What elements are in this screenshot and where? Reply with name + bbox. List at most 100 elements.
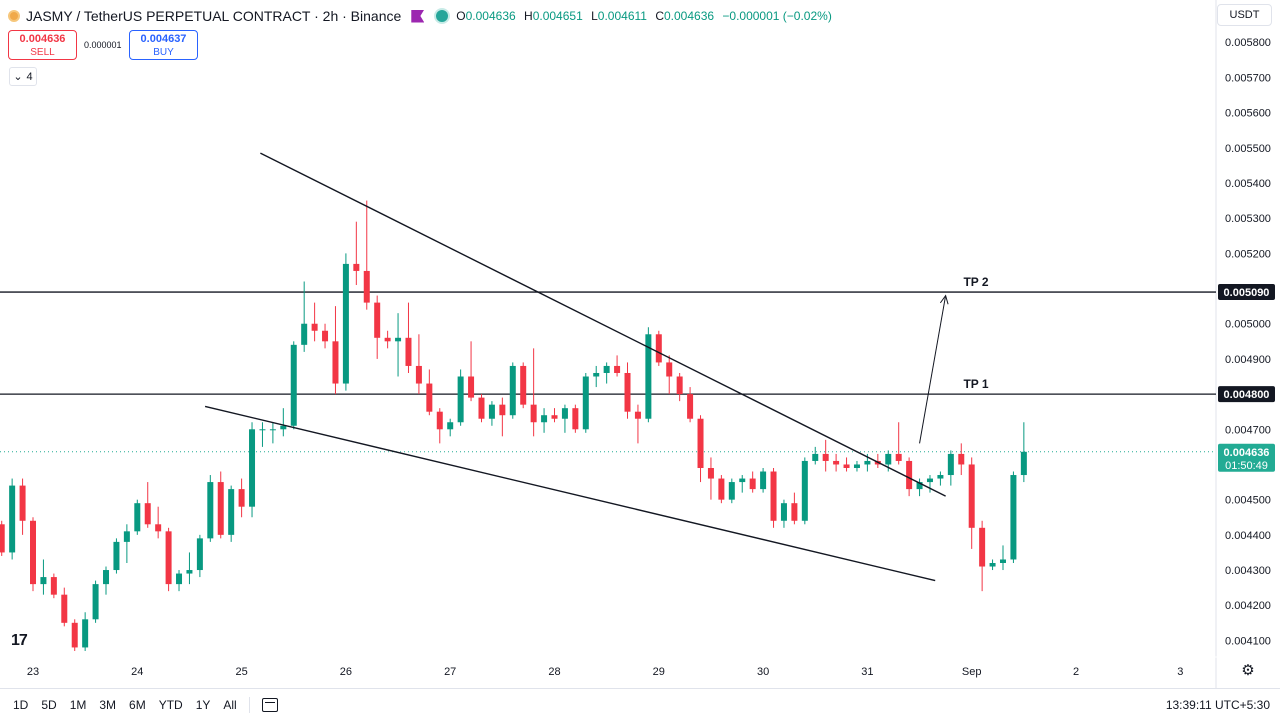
candle-body [426, 383, 433, 412]
candle-body [645, 334, 652, 419]
chevron-down-icon: ⌄ [13, 71, 23, 83]
candle-body [666, 362, 673, 377]
candle-body [395, 337, 402, 342]
range-1d-button[interactable]: 1D [13, 697, 29, 712]
candle-body [947, 453, 954, 476]
y-tick-label: 0.005600 [1225, 108, 1271, 120]
candlestick-chart[interactable]: 0.005800 0.005700 0.005600 0.005500 0.005400… [0, 0, 1280, 688]
candle-body [9, 485, 16, 553]
candle-body [926, 478, 933, 483]
ohlc-values: O0.004636 H0.004651 L0.004611 C0.004636 … [456, 9, 837, 23]
candle-body [269, 429, 276, 431]
range-1y-button[interactable]: 1Y [195, 697, 211, 712]
candle-body [634, 411, 641, 419]
candle-body [342, 263, 349, 384]
ohlc-key: O [456, 9, 466, 23]
candle-body [937, 475, 944, 479]
x-tick-label: 31 [861, 666, 873, 678]
candle-body [436, 411, 443, 430]
candle-body [687, 394, 694, 419]
candle-body [770, 471, 777, 521]
candle-body [19, 485, 26, 521]
ohlc-key: L [591, 9, 598, 23]
candle-body [238, 489, 245, 507]
range-all-button[interactable]: All [223, 697, 237, 712]
candle-body [843, 464, 850, 468]
bar-countdown-label: 01:50:49 [1225, 460, 1268, 472]
clock[interactable]: 13:39:11 UTC+5:30 [1165, 697, 1270, 712]
y-tick-label: 0.004500 [1225, 495, 1271, 507]
y-tick-label: 0.005300 [1225, 213, 1271, 225]
flag-icon[interactable] [411, 9, 425, 23]
candle-body [999, 559, 1006, 563]
candle-body [520, 365, 527, 405]
calendar-icon[interactable] [261, 697, 278, 712]
currency-button[interactable]: USDT [1217, 4, 1272, 26]
x-tick-label: 23 [27, 666, 39, 678]
candle-body [530, 404, 537, 423]
candle-body [332, 341, 339, 384]
candle-body [739, 478, 746, 483]
x-tick-label: 24 [131, 666, 143, 678]
candle-body [676, 376, 683, 395]
tp-price-tag [1218, 386, 1275, 403]
candle-body [186, 570, 193, 574]
range-1m-button[interactable]: 1M [69, 697, 87, 712]
candle-body [384, 337, 391, 342]
range-ytd-button[interactable]: YTD [158, 697, 183, 712]
ohlc-key: C [655, 9, 664, 23]
candle-body [259, 429, 266, 431]
indicators-count: 4 [26, 70, 33, 83]
candle-body [885, 453, 892, 465]
candle-body [50, 577, 57, 595]
range-3m-button[interactable]: 3M [99, 697, 117, 712]
candle-body [374, 302, 381, 338]
sell-button[interactable]: 0.004636 SELL [8, 30, 77, 60]
candle-body [812, 453, 819, 461]
ohlc-change: −0.000001 (−0.02%) [722, 9, 832, 23]
candle-body [415, 365, 422, 384]
range-5d-button[interactable]: 5D [41, 697, 57, 712]
candle-body [301, 323, 308, 345]
tp-price-tag [1218, 284, 1275, 301]
candle-body [551, 415, 558, 419]
candle-body [760, 471, 767, 490]
candle-body [144, 503, 151, 525]
candle-body [228, 489, 235, 535]
y-tick-label: 0.004200 [1225, 600, 1271, 612]
gear-icon[interactable]: ⚙ [1241, 662, 1255, 679]
indicators-toggle-button[interactable]: ⌄ 4 [9, 67, 37, 86]
candle-body [113, 541, 120, 571]
candle-body [280, 425, 287, 430]
candle-body [311, 323, 318, 331]
ohlc-low: 0.004611 [597, 9, 647, 23]
x-tick-label: 29 [653, 666, 665, 678]
candle-body [134, 503, 141, 532]
tradingview-logo-icon[interactable]: 17 [11, 632, 28, 649]
buy-button[interactable]: 0.004637 BUY [129, 30, 198, 60]
current-price-tag [1218, 443, 1275, 472]
ohlc-open: 0.004636 [465, 9, 516, 23]
candle-body [165, 531, 172, 585]
candle-body [614, 365, 621, 373]
symbol-title[interactable]: JASMY / TetherUS PERPETUAL CONTRACT · 2h… [26, 8, 402, 24]
y-tick-label: 0.004700 [1225, 424, 1271, 436]
candle-body [593, 372, 600, 377]
candle-body [833, 460, 840, 465]
candle-body [718, 478, 725, 500]
x-tick-label: 2 [1073, 666, 1079, 678]
bottom-toolbar: 1D 5D 1M 3M 6M YTD 1Y All 13:39:11 UTC+5… [0, 688, 1280, 720]
candle-body [895, 453, 902, 461]
candle-body [791, 503, 798, 521]
tp-line-label: TP 2 [963, 275, 988, 289]
range-6m-button[interactable]: 6M [129, 697, 146, 712]
market-status-icon[interactable] [436, 10, 449, 22]
x-tick-label: 27 [444, 666, 456, 678]
candle-body [290, 344, 297, 426]
candle-body [196, 538, 203, 571]
candle-body [405, 337, 412, 366]
candle-body [707, 467, 714, 479]
ohlc-high: 0.004651 [532, 9, 583, 23]
candle-body [509, 365, 516, 416]
candle-body [1020, 451, 1027, 476]
